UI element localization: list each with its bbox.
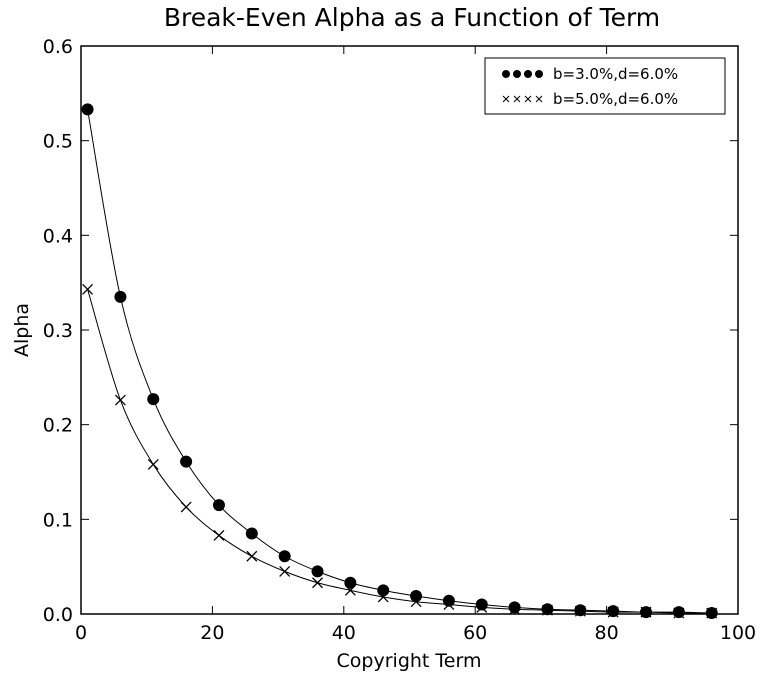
x-tick-label: 80 xyxy=(595,622,619,644)
series-1-point xyxy=(607,605,620,618)
legend-label-series-1: b=3.0%,d=6.0% xyxy=(553,65,678,83)
y-tick-label: 0.3 xyxy=(43,320,73,342)
legend-label-series-2: b=5.0%,d=6.0% xyxy=(553,90,678,108)
x-tick-label: 60 xyxy=(463,622,487,644)
series-1-point xyxy=(672,606,685,619)
legend-x-stroke-b xyxy=(513,95,521,103)
legend-series-1-marker xyxy=(502,70,510,78)
series-1-point xyxy=(81,103,94,116)
series-2-point xyxy=(312,577,323,589)
series-1-point xyxy=(541,603,554,616)
series-2-point-stroke-b xyxy=(82,283,94,295)
series-2-line xyxy=(87,289,712,614)
series-2-point xyxy=(509,603,521,615)
x-ticks: 0 20 40 60 80 100 xyxy=(75,46,756,644)
series-1-point xyxy=(508,601,521,614)
series-2-point-stroke-b xyxy=(476,601,488,613)
legend-series-1-marker xyxy=(535,70,543,78)
series-2-point-stroke-b xyxy=(706,607,718,619)
series-1-point xyxy=(212,499,225,512)
series-2-point xyxy=(246,550,258,562)
series-2-point xyxy=(147,458,159,470)
series-1-point xyxy=(311,565,324,578)
series-2-point xyxy=(640,606,652,618)
series-1-point xyxy=(574,604,587,617)
legend-x-stroke-b xyxy=(524,95,532,103)
series-2-point xyxy=(706,607,718,619)
series-1-point xyxy=(245,527,258,540)
series-1-point xyxy=(410,590,423,603)
x-tick-label: 100 xyxy=(720,622,756,644)
legend-series-2-marker xyxy=(535,95,543,103)
legend-box xyxy=(484,57,726,115)
series-2-point xyxy=(377,591,389,603)
legend-marker-series-1 xyxy=(502,70,543,78)
legend: b=3.0%,d=6.0% b=5.0%,d=6.0% xyxy=(484,57,726,115)
series-2-point-stroke-b xyxy=(607,606,619,618)
y-axis-label: Alpha xyxy=(11,303,33,357)
series-2-point-stroke-b xyxy=(180,501,192,513)
series-1-point xyxy=(180,455,193,468)
series-1-point xyxy=(114,290,127,303)
series-2-point xyxy=(410,596,422,608)
series-2-point-stroke-b xyxy=(114,394,126,406)
series-2-point xyxy=(213,529,225,541)
legend-series-2-marker xyxy=(513,95,521,103)
series-2-point-stroke-b xyxy=(509,603,521,615)
plot-frame xyxy=(80,45,739,615)
series-2-point-stroke-b xyxy=(443,599,455,610)
series-2-point-stroke-b xyxy=(410,596,422,608)
series-1-point xyxy=(475,598,488,611)
series-2-point xyxy=(114,394,126,406)
series-2-point xyxy=(476,601,488,613)
series-1-line xyxy=(87,109,712,614)
legend-series-1-marker xyxy=(524,70,532,78)
legend-x-stroke-b xyxy=(502,95,510,103)
series-2-point-stroke-b xyxy=(312,577,323,589)
series-2-point xyxy=(673,607,685,619)
y-tick-label: 0.2 xyxy=(43,415,73,437)
chart-title: Break-Even Alpha as a Function of Term xyxy=(164,3,660,32)
legend-series-2-marker xyxy=(524,95,532,103)
y-tick-label: 0.1 xyxy=(43,509,73,531)
series-2-point xyxy=(344,584,356,596)
series-2-point-stroke-b xyxy=(213,529,225,541)
x-tick-label: 0 xyxy=(75,622,87,644)
series-2-point-stroke-b xyxy=(640,606,652,618)
legend-marker-series-2 xyxy=(502,95,543,103)
series-2-point-stroke-b xyxy=(673,607,685,619)
series-1-point xyxy=(442,594,455,607)
series-2-point xyxy=(180,501,192,513)
legend-series-2-marker xyxy=(502,95,510,103)
series-2 xyxy=(82,283,718,619)
x-tick-label: 20 xyxy=(200,622,224,644)
series-layer xyxy=(81,103,718,620)
y-tick-label: 0.5 xyxy=(43,131,73,153)
x-tick-label: 40 xyxy=(332,622,356,644)
y-tick-label: 0.0 xyxy=(43,604,73,626)
y-tick-label: 0.4 xyxy=(43,225,73,247)
series-1 xyxy=(81,103,718,620)
series-2-point-stroke-b xyxy=(147,458,159,470)
legend-series-1-marker xyxy=(513,70,521,78)
series-2-point-stroke-b xyxy=(246,550,258,562)
series-2-point xyxy=(607,606,619,618)
series-2-point xyxy=(82,283,94,295)
series-1-point xyxy=(377,584,390,597)
series-1-point xyxy=(147,393,160,406)
series-2-point xyxy=(279,565,291,577)
series-2-point xyxy=(443,599,455,610)
series-2-point-stroke-b xyxy=(377,591,389,603)
legend-x-stroke-b xyxy=(535,95,543,103)
series-2-point-stroke-b xyxy=(279,565,291,577)
series-2-point-stroke-b xyxy=(344,584,356,596)
x-axis-label: Copyright Term xyxy=(337,650,482,672)
series-1-point xyxy=(344,576,357,589)
y-tick-label: 0.6 xyxy=(43,36,73,58)
series-1-point xyxy=(278,550,291,563)
y-ticks: 0.0 0.1 0.2 0.3 0.4 0.5 0.6 xyxy=(43,36,738,626)
